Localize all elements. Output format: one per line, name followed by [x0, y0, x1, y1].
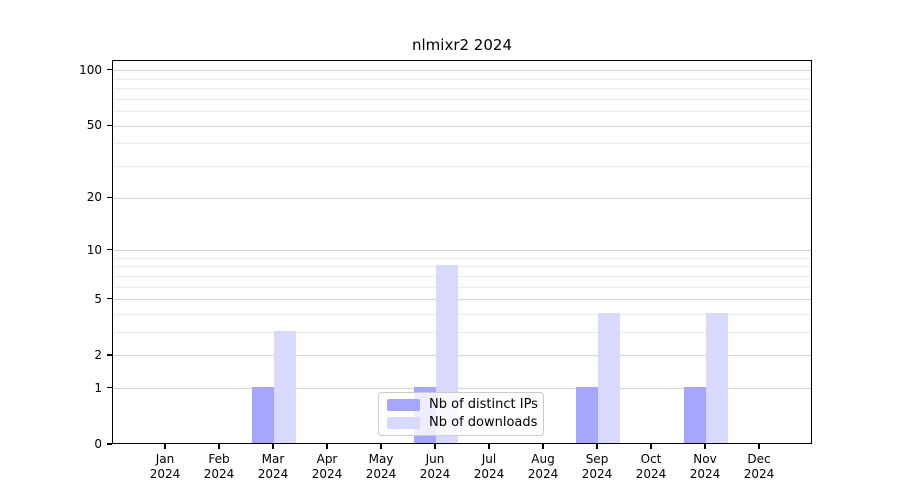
bar-distinct-ips-sep	[576, 386, 598, 443]
bar-distinct-ips-nov	[684, 386, 706, 443]
x-tick-mark-sep	[596, 444, 598, 449]
x-tick-label-may: May 2024	[365, 452, 397, 481]
gridline-80	[113, 88, 811, 90]
y-tick-label-20: 20	[86, 190, 102, 205]
x-tick-label-feb: Feb 2024	[203, 452, 235, 481]
x-tick-mark-may	[380, 444, 382, 449]
y-tick-label-2: 2	[94, 347, 102, 362]
y-tick-mark-50	[107, 124, 112, 126]
x-tick-label-jun: Jun 2024	[419, 452, 451, 481]
x-tick-mark-nov	[704, 444, 706, 449]
legend: Nb of distinct IPs Nb of downloads	[378, 392, 544, 436]
gridline-2	[113, 355, 811, 357]
y-tick-mark-100	[107, 69, 112, 71]
x-tick-label-aug: Aug 2024	[527, 452, 559, 481]
x-tick-label-oct: Oct 2024	[635, 452, 667, 481]
x-tick-mark-jan	[164, 444, 166, 449]
gridline-8	[113, 266, 811, 268]
gridline-40	[113, 143, 811, 145]
gridline-30	[113, 166, 811, 168]
bar-downloads-mar	[274, 330, 296, 443]
legend-label: Nb of downloads	[429, 415, 538, 430]
chart-title: nlmixr2 2024	[412, 36, 512, 54]
x-tick-mark-mar	[272, 444, 274, 449]
distinct-ips-swatch-icon	[387, 399, 420, 411]
x-tick-label-dec: Dec 2024	[743, 452, 775, 481]
gridline-10	[113, 250, 811, 252]
x-tick-mark-aug	[542, 444, 544, 449]
legend-item-distinct-ips: Nb of distinct IPs	[387, 397, 538, 412]
y-tick-mark-2	[107, 354, 112, 356]
gridline-3	[113, 332, 811, 334]
gridline-6	[113, 286, 811, 288]
bar-downloads-sep	[598, 312, 620, 443]
gridline-100	[113, 70, 811, 72]
y-tick-label-0: 0	[94, 437, 102, 451]
gridline-60	[113, 111, 811, 113]
x-tick-mark-feb	[218, 444, 220, 449]
plot-area	[112, 60, 812, 444]
gridline-9	[113, 257, 811, 259]
y-tick-mark-0	[107, 443, 112, 445]
gridline-4	[113, 314, 811, 315]
gridline-20	[113, 197, 811, 199]
gridline-50	[113, 125, 811, 127]
gridline-7	[113, 275, 811, 277]
gridline-90	[113, 78, 811, 80]
y-tick-label-10: 10	[86, 242, 102, 257]
y-tick-label-50: 50	[86, 118, 102, 133]
x-tick-label-apr: Apr 2024	[311, 452, 343, 481]
y-tick-label-100: 100	[79, 62, 102, 77]
x-tick-label-nov: Nov 2024	[689, 452, 721, 481]
x-tick-label-jan: Jan 2024	[149, 452, 181, 481]
x-tick-mark-apr	[326, 444, 328, 449]
gridline-1	[113, 388, 811, 390]
x-tick-mark-jun	[434, 444, 436, 449]
y-tick-mark-20	[107, 196, 112, 198]
y-tick-label-1: 1	[94, 380, 102, 395]
downloads-swatch-icon	[387, 417, 420, 429]
x-tick-mark-jul	[488, 444, 490, 449]
x-tick-label-sep: Sep 2024	[581, 452, 613, 481]
y-tick-label-5: 5	[94, 291, 102, 306]
bar-downloads-nov	[706, 312, 728, 443]
gridline-70	[113, 98, 811, 100]
gridline-5	[113, 299, 811, 301]
x-tick-label-jul: Jul 2024	[473, 452, 505, 481]
y-tick-mark-1	[107, 387, 112, 389]
x-tick-mark-oct	[650, 444, 652, 449]
x-tick-mark-dec	[758, 444, 760, 449]
y-tick-mark-10	[107, 248, 112, 251]
legend-item-downloads: Nb of downloads	[387, 415, 538, 430]
x-tick-label-mar: Mar 2024	[257, 452, 289, 481]
y-tick-mark-5	[107, 298, 112, 300]
legend-label: Nb of distinct IPs	[429, 397, 538, 412]
bar-distinct-ips-mar	[252, 386, 274, 443]
